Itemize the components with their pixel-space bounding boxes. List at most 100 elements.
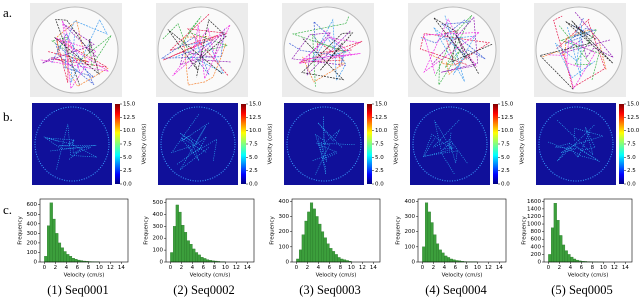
bar bbox=[63, 251, 67, 263]
colorbar-tick-label: 7.5 bbox=[627, 142, 636, 148]
x-tick-label: 4 bbox=[191, 265, 195, 271]
bar bbox=[441, 252, 445, 263]
bar bbox=[320, 231, 325, 263]
x-tick-label: 6 bbox=[580, 265, 584, 271]
y-tick-label: 500 bbox=[153, 200, 164, 206]
y-tick-label: 200 bbox=[27, 240, 38, 246]
bar bbox=[186, 240, 190, 263]
colorbar-tick-label: 12.5 bbox=[249, 115, 262, 121]
bar bbox=[438, 249, 442, 263]
colorbar-tick-label: 10.0 bbox=[627, 128, 640, 134]
colorbar-tick-label: 5.0 bbox=[249, 155, 258, 161]
axes-frame bbox=[291, 198, 381, 263]
trajectory bbox=[301, 32, 354, 81]
y-tick-label: 600 bbox=[531, 237, 542, 243]
colorbar bbox=[493, 104, 498, 184]
y-tick-label: 200 bbox=[153, 236, 164, 242]
colorbar-tick-label: 7.5 bbox=[123, 142, 132, 148]
bar bbox=[178, 211, 182, 263]
bar bbox=[548, 254, 552, 263]
colorbar bbox=[619, 104, 624, 184]
colorbar-tick-label: 10.0 bbox=[123, 128, 136, 134]
y-tick-label: 300 bbox=[405, 214, 416, 220]
heatmap bbox=[32, 103, 112, 185]
x-tick-label: 2 bbox=[558, 265, 562, 271]
colorbar-tick-label: 2.5 bbox=[123, 168, 132, 174]
trajectory bbox=[175, 40, 224, 74]
colorbar-tick-label: 12.5 bbox=[123, 115, 136, 121]
colorbar-tick-label: 12.5 bbox=[501, 115, 514, 121]
trajectory bbox=[547, 39, 596, 90]
y-tick-label: 100 bbox=[153, 248, 164, 254]
y-tick-label: 0 bbox=[412, 260, 416, 266]
heatmap-track bbox=[557, 124, 595, 162]
y-axis-label: Frequency bbox=[522, 216, 528, 245]
x-tick-label: 2 bbox=[306, 265, 310, 271]
bar bbox=[55, 233, 59, 263]
bar bbox=[424, 202, 429, 263]
heatmap bbox=[158, 103, 238, 185]
y-tick-label: 300 bbox=[153, 224, 164, 230]
colorbar-tick-label: 2.5 bbox=[249, 168, 258, 174]
colorbar-tick-label: 7.5 bbox=[249, 142, 258, 148]
x-tick-label: 6 bbox=[454, 265, 458, 271]
y-tick-label: 0 bbox=[538, 260, 542, 266]
panel-label: c. bbox=[3, 202, 12, 217]
y-axis-label: Frequency bbox=[396, 216, 402, 245]
trajectory bbox=[51, 33, 95, 85]
trajectory bbox=[42, 23, 97, 68]
bar bbox=[71, 258, 75, 263]
bar bbox=[58, 242, 62, 263]
bar bbox=[559, 235, 563, 263]
x-tick-label: 6 bbox=[328, 265, 332, 271]
colorbar-tick-label: 10.0 bbox=[249, 128, 262, 134]
heatmap-track bbox=[317, 122, 342, 148]
bar bbox=[197, 254, 201, 263]
bar bbox=[52, 218, 56, 263]
colorbar-tick-label: 7.5 bbox=[375, 142, 384, 148]
colorbar-tick-label: 10.0 bbox=[501, 128, 514, 134]
colorbar-tick-label: 12.5 bbox=[627, 115, 640, 121]
bar bbox=[194, 252, 199, 263]
trajectory bbox=[57, 19, 109, 87]
heatmap-ring bbox=[34, 106, 110, 182]
bar bbox=[312, 208, 316, 263]
heatmap-track bbox=[422, 133, 453, 158]
colorbar-tick-label: 5.0 bbox=[501, 155, 510, 161]
bar bbox=[49, 202, 53, 263]
trajectory bbox=[172, 24, 231, 80]
bar bbox=[183, 232, 188, 263]
bar bbox=[570, 256, 574, 263]
heatmap-track bbox=[314, 133, 327, 175]
heatmap-ring bbox=[286, 106, 362, 182]
colorbar-tick-label: 15.0 bbox=[123, 102, 136, 108]
panel-label: b. bbox=[3, 109, 13, 124]
x-tick-label: 14 bbox=[496, 265, 503, 271]
x-tick-label: 12 bbox=[107, 265, 114, 271]
x-tick-label: 8 bbox=[213, 265, 217, 271]
trajectory bbox=[182, 36, 226, 86]
x-tick-label: 4 bbox=[65, 265, 69, 271]
bar bbox=[564, 250, 568, 263]
bar bbox=[567, 254, 571, 263]
heatmap-ring bbox=[412, 106, 488, 182]
heatmap-track bbox=[49, 142, 97, 152]
trajectory bbox=[430, 54, 463, 75]
trajectory bbox=[423, 18, 481, 74]
bar bbox=[449, 258, 453, 263]
y-tick-label: 400 bbox=[279, 199, 290, 205]
heatmap-track bbox=[179, 125, 209, 170]
axes-frame bbox=[543, 198, 633, 263]
heatmap-ring bbox=[538, 106, 614, 182]
heatmap-ring bbox=[160, 106, 236, 182]
y-tick-label: 600 bbox=[27, 202, 38, 208]
trajectory bbox=[297, 30, 361, 64]
y-tick-label: 300 bbox=[27, 231, 38, 237]
y-axis-label: Frequency bbox=[144, 216, 150, 245]
y-tick-label: 400 bbox=[405, 199, 416, 205]
bar bbox=[435, 243, 440, 263]
x-tick-label: 14 bbox=[370, 265, 377, 271]
caption: (5) Seq0005 bbox=[551, 283, 612, 297]
bar bbox=[430, 222, 434, 263]
heatmap-track bbox=[312, 142, 356, 161]
